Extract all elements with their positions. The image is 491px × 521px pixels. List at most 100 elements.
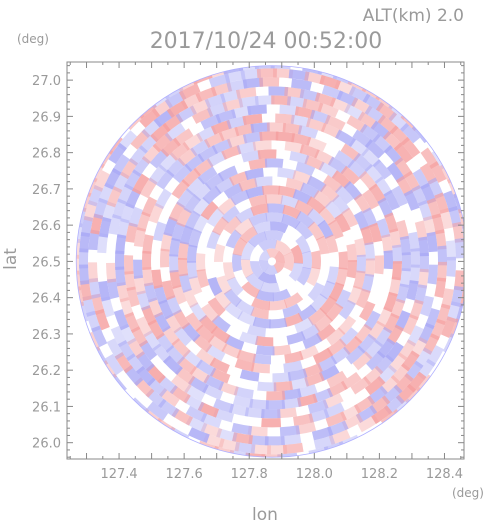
- scan-cell: [318, 206, 337, 226]
- scan-cell: [107, 278, 120, 300]
- scan-cell: [270, 65, 291, 70]
- scan-cell: [151, 269, 163, 289]
- scan-cell: [162, 355, 183, 375]
- scan-cell: [200, 201, 219, 221]
- scan-cell: [353, 395, 376, 414]
- scan-cell: [88, 229, 100, 251]
- scan-cell: [338, 299, 356, 320]
- scan-cell: [187, 244, 198, 263]
- scan-cell: [152, 132, 173, 153]
- scan-cell: [171, 221, 186, 242]
- scan-cell: [422, 215, 436, 237]
- scan-cell: [266, 122, 287, 133]
- y-tick-label: 26.5: [32, 255, 61, 270]
- scan-cell: [352, 351, 373, 371]
- scan-cell: [284, 350, 304, 364]
- scan-cell: [169, 237, 181, 257]
- scan-cell: [192, 196, 211, 217]
- scan-cell: [273, 68, 294, 79]
- scan-cell: [181, 167, 201, 187]
- scan-cell: [299, 88, 321, 102]
- scan-cell: [328, 429, 351, 445]
- scan-cell: [200, 422, 223, 438]
- scan-cell: [364, 163, 384, 184]
- scan-cell: [361, 189, 380, 210]
- scan-cell: [241, 241, 256, 261]
- timestamp-label: 2017/10/24 00:52:00: [150, 29, 383, 54]
- scan-cell: [179, 225, 194, 245]
- scan-cell: [398, 339, 417, 361]
- scan-cell: [248, 212, 268, 227]
- scan-cell: [80, 280, 92, 301]
- scan-cell: [120, 202, 135, 224]
- scan-cell: [279, 104, 300, 116]
- scan-cell: [218, 381, 239, 396]
- scan-cell: [230, 189, 250, 206]
- scan-cell: [278, 185, 297, 199]
- scan-cell: [309, 293, 328, 313]
- scan-cell: [225, 229, 242, 249]
- scan-cell: [142, 234, 154, 254]
- scan-cell: [346, 260, 358, 279]
- scan-cell: [153, 311, 171, 333]
- scan-cell: [241, 150, 261, 163]
- scan-cell: [141, 196, 158, 218]
- scan-cell: [250, 261, 264, 279]
- scan-cell: [448, 205, 462, 228]
- scan-cell: [80, 215, 94, 237]
- scan-cell: [232, 395, 254, 409]
- scan-cell: [334, 213, 351, 233]
- scan-cell: [461, 224, 464, 245]
- scan-cell: [281, 397, 302, 410]
- scan-cell: [275, 113, 295, 125]
- scan-cell: [93, 170, 110, 192]
- scan-cell: [142, 266, 154, 287]
- scan-cell: [117, 130, 138, 152]
- scan-cell: [242, 113, 263, 126]
- scan-cell: [206, 230, 221, 250]
- scan-cell: [340, 165, 361, 185]
- scan-cell: [178, 273, 192, 293]
- scan-cell: [290, 244, 304, 264]
- scan-cell: [300, 323, 321, 341]
- scan-cell: [272, 371, 292, 383]
- scan-cell: [306, 196, 326, 214]
- scan-cell: [317, 219, 334, 239]
- scan-cell: [178, 83, 201, 101]
- scan-cell: [108, 142, 127, 165]
- scan-cell: [139, 108, 161, 128]
- scan-cell: [218, 438, 240, 452]
- scan-cell: [206, 150, 227, 168]
- scan-cell: [338, 327, 359, 347]
- scan-cell: [127, 337, 145, 359]
- scan-cell: [223, 215, 242, 235]
- scan-cell: [289, 151, 310, 165]
- scan-cell: [196, 125, 218, 143]
- scan-cell: [355, 404, 378, 423]
- scan-cell: [210, 119, 232, 135]
- scan-cell: [106, 338, 125, 360]
- scan-cell: [360, 225, 374, 246]
- scan-cell: [411, 184, 428, 207]
- scan-cell: [417, 200, 433, 222]
- scan-cell: [160, 232, 173, 252]
- scan-cell: [93, 197, 108, 220]
- scan-cell: [271, 95, 292, 106]
- scan-cell: [226, 79, 248, 92]
- y-tick-label: 26.0: [32, 437, 61, 452]
- scan-cell: [326, 266, 339, 285]
- scan-cell: [434, 192, 450, 214]
- scan-cell: [326, 338, 347, 357]
- scan-cell: [209, 357, 230, 374]
- scan-cell: [250, 362, 270, 374]
- scan-cell: [383, 250, 394, 270]
- scan-cell: [331, 170, 352, 189]
- scan-cell: [265, 212, 285, 223]
- scan-cell: [264, 264, 278, 275]
- axis-ticks: 127.4 127.6 127.8 128.0 128.2 128.4 26.0 26.1 26…: [32, 62, 464, 482]
- scan-cell: [234, 218, 254, 236]
- scan-cell: [364, 339, 384, 360]
- scan-cell: [147, 297, 164, 319]
- scan-cell: [376, 218, 391, 239]
- scan-cell: [223, 262, 236, 282]
